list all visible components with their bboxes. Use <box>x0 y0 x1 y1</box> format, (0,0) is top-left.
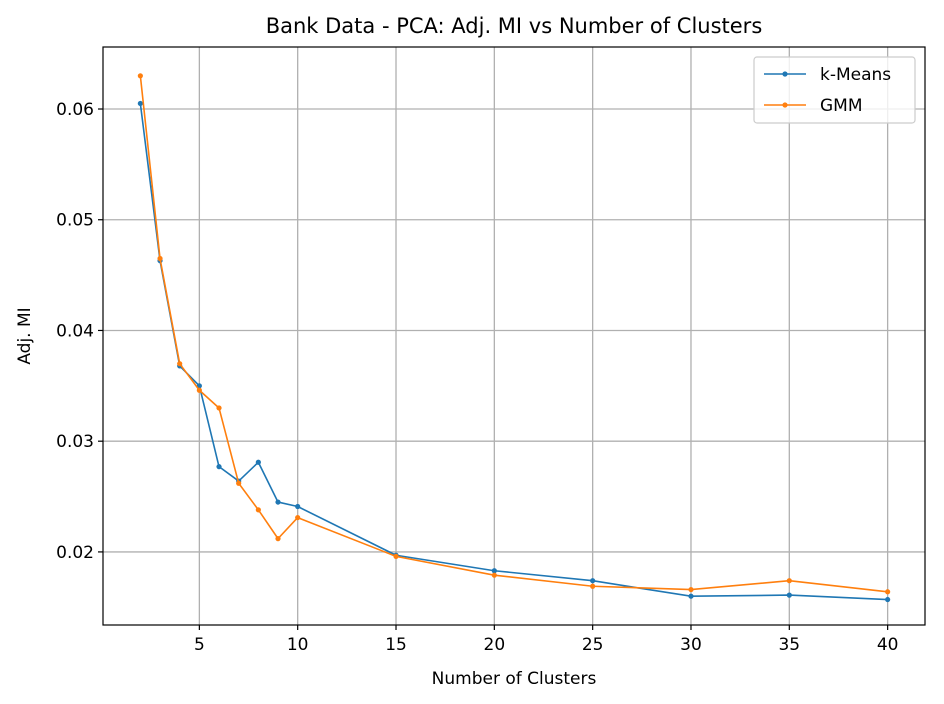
y-tick-label: 0.05 <box>56 211 94 231</box>
data-point-gmm <box>295 514 301 521</box>
legend: k-Means GMM <box>753 56 916 124</box>
data-point-gmm <box>491 572 497 578</box>
data-point-k-means <box>786 592 792 598</box>
legend-kmeans-marker <box>782 71 788 77</box>
x-tick-label: 15 <box>385 635 407 655</box>
data-point-gmm <box>157 255 163 262</box>
data-point-gmm <box>275 536 281 542</box>
data-point-k-means <box>196 383 202 389</box>
grid <box>103 47 925 625</box>
data-point-gmm <box>236 480 242 486</box>
data-point-gmm <box>216 405 222 411</box>
x-tick-label: 25 <box>582 635 604 655</box>
data-point-k-means <box>688 593 694 599</box>
data-point-gmm <box>590 583 596 589</box>
y-tick-label: 0.02 <box>56 543 94 563</box>
y-tick-label: 0.03 <box>56 432 94 452</box>
data-point-gmm <box>137 73 143 79</box>
data-point-gmm <box>177 361 183 367</box>
data-point-k-means <box>216 464 222 470</box>
data-point-k-means <box>885 596 891 603</box>
x-tick-label: 30 <box>680 635 702 655</box>
x-tick-label: 5 <box>194 635 205 655</box>
data-point-gmm <box>196 387 202 393</box>
series-line-gmm <box>139 75 888 593</box>
x-tick-label: 35 <box>778 635 800 655</box>
legend-label-gmm: GMM <box>820 96 863 116</box>
series-k-means <box>137 100 891 603</box>
plot-frame <box>102 46 926 626</box>
y-tick-label: 0.04 <box>56 321 94 341</box>
x-tick-label: 20 <box>484 635 506 655</box>
chart-title: Bank Data - PCA: Adj. MI vs Number of Cl… <box>266 14 763 38</box>
data-point-k-means <box>137 100 143 107</box>
data-point-k-means <box>275 499 281 505</box>
x-axis-label: Number of Clusters <box>432 669 597 689</box>
series-layer <box>137 73 891 603</box>
data-point-gmm <box>393 553 399 559</box>
x-tick-label: 40 <box>877 635 899 655</box>
data-point-gmm <box>255 507 261 513</box>
y-axis-label: Adj. MI <box>15 307 35 364</box>
y-tick-label: 0.06 <box>56 100 94 120</box>
data-point-gmm <box>786 578 792 584</box>
axis-ticks: 5 10 15 20 25 30 35 40 0.02 0.03 0.04 0.05 0.06 <box>56 100 898 655</box>
data-point-k-means <box>295 503 301 510</box>
data-point-k-means <box>590 578 596 584</box>
series-gmm <box>137 73 891 595</box>
legend-gmm-marker <box>782 102 788 108</box>
data-point-gmm <box>885 589 891 595</box>
data-point-k-means <box>255 459 261 465</box>
legend-label-kmeans: k-Means <box>820 65 891 85</box>
data-point-gmm <box>688 586 694 593</box>
series-line-k-means <box>139 103 888 601</box>
data-point-k-means <box>491 568 497 574</box>
x-tick-label: 10 <box>287 635 309 655</box>
